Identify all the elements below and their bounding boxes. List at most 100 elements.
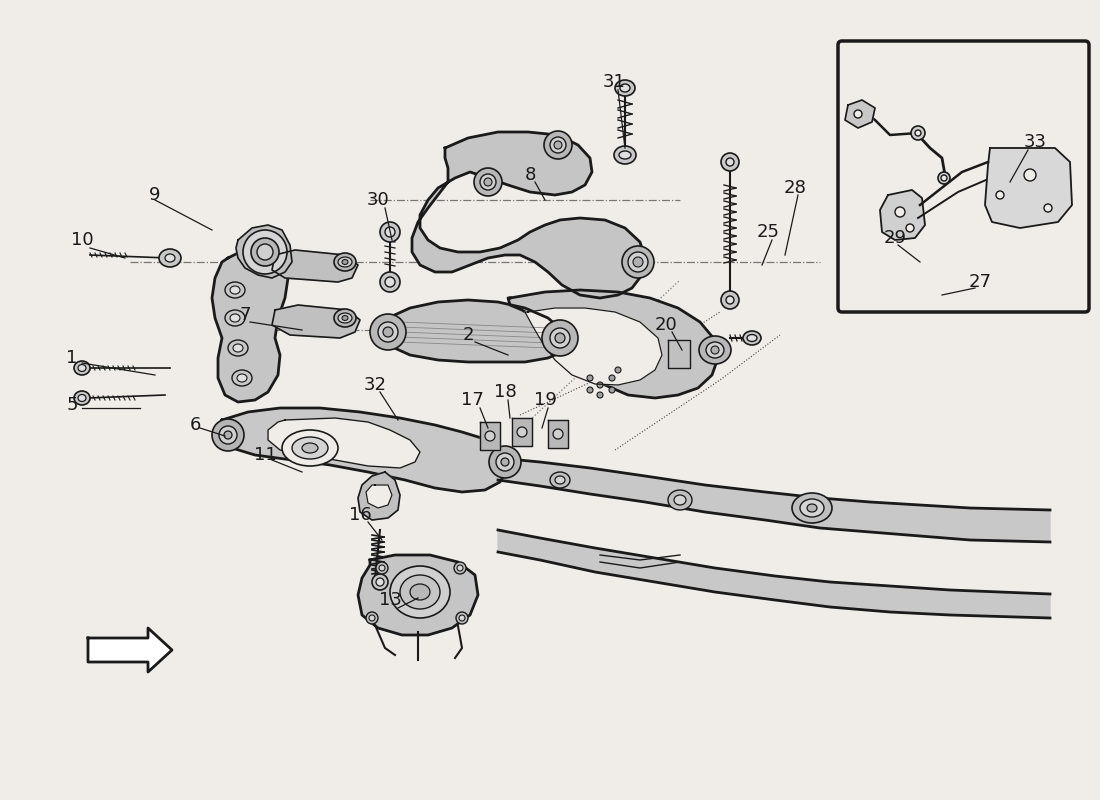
- Ellipse shape: [490, 446, 521, 478]
- Ellipse shape: [500, 458, 509, 466]
- Text: 18: 18: [494, 383, 516, 401]
- Ellipse shape: [334, 253, 356, 271]
- Ellipse shape: [385, 277, 395, 287]
- Ellipse shape: [459, 615, 465, 621]
- Text: 30: 30: [366, 191, 389, 209]
- Polygon shape: [218, 408, 508, 492]
- Ellipse shape: [78, 365, 86, 371]
- Ellipse shape: [726, 296, 734, 304]
- Ellipse shape: [224, 431, 232, 439]
- Text: 2: 2: [462, 326, 474, 344]
- Polygon shape: [366, 485, 392, 508]
- Ellipse shape: [302, 443, 318, 453]
- Ellipse shape: [587, 375, 593, 381]
- Ellipse shape: [379, 565, 385, 571]
- Polygon shape: [212, 248, 288, 402]
- Ellipse shape: [212, 419, 244, 451]
- Ellipse shape: [230, 286, 240, 294]
- Ellipse shape: [895, 207, 905, 217]
- Text: 8: 8: [525, 166, 536, 184]
- Ellipse shape: [800, 499, 824, 517]
- Ellipse shape: [74, 391, 90, 405]
- Ellipse shape: [996, 191, 1004, 199]
- Polygon shape: [272, 250, 358, 282]
- Ellipse shape: [370, 314, 406, 350]
- Ellipse shape: [742, 331, 761, 345]
- Ellipse shape: [456, 565, 463, 571]
- Ellipse shape: [480, 174, 496, 190]
- Ellipse shape: [334, 309, 356, 327]
- Ellipse shape: [615, 367, 622, 373]
- Text: 6: 6: [189, 416, 200, 434]
- Text: 33: 33: [1023, 133, 1046, 151]
- Ellipse shape: [628, 252, 648, 272]
- Ellipse shape: [165, 254, 175, 262]
- Ellipse shape: [597, 382, 603, 388]
- Polygon shape: [412, 132, 645, 298]
- Text: 13: 13: [378, 591, 402, 609]
- FancyBboxPatch shape: [838, 41, 1089, 312]
- Polygon shape: [668, 340, 690, 368]
- Ellipse shape: [292, 437, 328, 459]
- Ellipse shape: [668, 490, 692, 510]
- Ellipse shape: [376, 578, 384, 586]
- Polygon shape: [378, 300, 568, 362]
- Ellipse shape: [236, 374, 248, 382]
- Ellipse shape: [383, 327, 393, 337]
- Ellipse shape: [338, 313, 352, 323]
- Text: 25: 25: [757, 223, 780, 241]
- Ellipse shape: [698, 336, 732, 364]
- Ellipse shape: [233, 344, 243, 352]
- Text: 11: 11: [254, 446, 276, 464]
- Ellipse shape: [342, 315, 348, 321]
- Ellipse shape: [632, 257, 644, 267]
- Ellipse shape: [379, 272, 400, 292]
- Text: 19: 19: [534, 391, 557, 409]
- Ellipse shape: [706, 342, 724, 358]
- Ellipse shape: [915, 130, 921, 136]
- Polygon shape: [845, 100, 875, 128]
- Ellipse shape: [390, 566, 450, 618]
- Ellipse shape: [368, 615, 375, 621]
- Polygon shape: [268, 418, 420, 468]
- Ellipse shape: [226, 282, 245, 298]
- Ellipse shape: [1024, 169, 1036, 181]
- Ellipse shape: [282, 430, 338, 466]
- Ellipse shape: [243, 230, 287, 274]
- Ellipse shape: [609, 375, 615, 381]
- Ellipse shape: [550, 328, 570, 348]
- Polygon shape: [88, 628, 172, 672]
- Text: 5: 5: [66, 396, 78, 414]
- Ellipse shape: [542, 320, 578, 356]
- Ellipse shape: [597, 392, 603, 398]
- Ellipse shape: [554, 141, 562, 149]
- Polygon shape: [525, 308, 662, 385]
- Ellipse shape: [517, 427, 527, 437]
- Polygon shape: [880, 190, 925, 240]
- Ellipse shape: [232, 370, 252, 386]
- Ellipse shape: [366, 612, 378, 624]
- Ellipse shape: [609, 387, 615, 393]
- Text: 31: 31: [603, 73, 626, 91]
- Ellipse shape: [160, 249, 182, 267]
- Polygon shape: [508, 290, 718, 398]
- Ellipse shape: [711, 346, 719, 354]
- Ellipse shape: [228, 340, 248, 356]
- Ellipse shape: [74, 361, 90, 375]
- Ellipse shape: [747, 334, 757, 342]
- Ellipse shape: [807, 504, 817, 512]
- Ellipse shape: [619, 151, 631, 159]
- Text: 10: 10: [70, 231, 94, 249]
- Ellipse shape: [792, 493, 832, 523]
- Text: 32: 32: [363, 376, 386, 394]
- Polygon shape: [984, 148, 1072, 228]
- Ellipse shape: [342, 259, 348, 265]
- Ellipse shape: [587, 387, 593, 393]
- Ellipse shape: [257, 244, 273, 260]
- Polygon shape: [480, 422, 501, 450]
- Ellipse shape: [550, 472, 570, 488]
- Ellipse shape: [230, 314, 240, 322]
- Polygon shape: [498, 530, 1050, 618]
- Ellipse shape: [338, 257, 352, 267]
- Ellipse shape: [553, 429, 563, 439]
